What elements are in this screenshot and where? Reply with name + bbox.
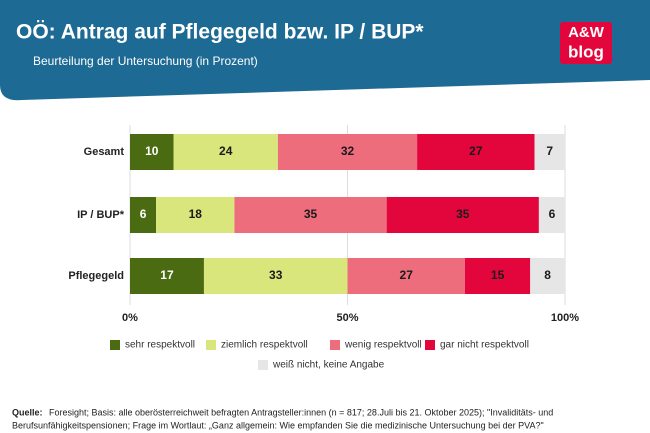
value-label: 15 <box>491 268 505 282</box>
value-label: 18 <box>189 207 203 221</box>
x-tick-label: 100% <box>551 312 579 324</box>
value-label: 10 <box>145 144 159 158</box>
footnote: Berufsunfähigkeitspensionen; Frage im Wo… <box>12 420 544 430</box>
value-label: 24 <box>219 144 233 158</box>
x-tick-label: 50% <box>336 312 358 324</box>
value-label: 8 <box>544 268 551 282</box>
value-label: 32 <box>341 144 355 158</box>
bar-segment <box>130 197 157 233</box>
bar-segment <box>130 134 174 170</box>
bar-segment <box>538 197 565 233</box>
bar-segment <box>530 258 565 294</box>
x-tick-label: 0% <box>122 312 138 324</box>
value-label: 35 <box>456 207 470 221</box>
bar-segment <box>234 197 387 233</box>
logo-text: A&W <box>568 24 605 41</box>
bar-segment <box>277 134 418 170</box>
footnote: Foresight; Basis: alle oberösterreichwei… <box>49 407 553 417</box>
legend-label: gar nicht respektvoll <box>440 340 529 351</box>
logo <box>560 22 612 64</box>
bar-segment <box>417 134 535 170</box>
header-band <box>0 0 650 101</box>
y-tick-label: Gesamt <box>84 146 125 158</box>
legend-label: wenig respektvoll <box>344 340 422 351</box>
subtitle: Beurteilung der Untersuchung (in Prozent… <box>33 54 258 68</box>
value-label: 7 <box>546 144 553 158</box>
bar-segment <box>173 134 278 170</box>
value-label: 27 <box>469 144 483 158</box>
value-label: 17 <box>160 268 174 282</box>
y-tick-label: Pflegegeld <box>68 270 124 282</box>
legend-swatch <box>425 340 435 350</box>
bar-segment <box>156 197 235 233</box>
value-label: 33 <box>269 268 283 282</box>
logo-text: blog <box>568 42 604 61</box>
value-label: 6 <box>549 207 556 221</box>
legend-swatch <box>110 340 120 350</box>
title: OÖ: Antrag auf Pflegegeld bzw. IP / BUP* <box>16 21 424 44</box>
bar-segment <box>203 258 348 294</box>
value-label: 27 <box>400 268 414 282</box>
legend-label: weiß nicht, keine Angabe <box>272 360 385 371</box>
legend-swatch <box>206 340 216 350</box>
legend-swatch <box>258 360 268 370</box>
bar-segment <box>464 258 531 294</box>
bar-segment <box>130 258 204 294</box>
legend-label: ziemlich respektvoll <box>221 340 308 351</box>
bar-segment <box>347 258 465 294</box>
bar-segment <box>534 134 565 170</box>
bar-segment <box>386 197 539 233</box>
value-label: 6 <box>140 207 147 221</box>
legend-swatch <box>330 340 340 350</box>
y-tick-label: IP / BUP* <box>77 209 125 221</box>
footnote-label: Quelle: <box>12 407 43 417</box>
value-label: 35 <box>304 207 318 221</box>
legend-label: sehr respektvoll <box>125 340 195 351</box>
